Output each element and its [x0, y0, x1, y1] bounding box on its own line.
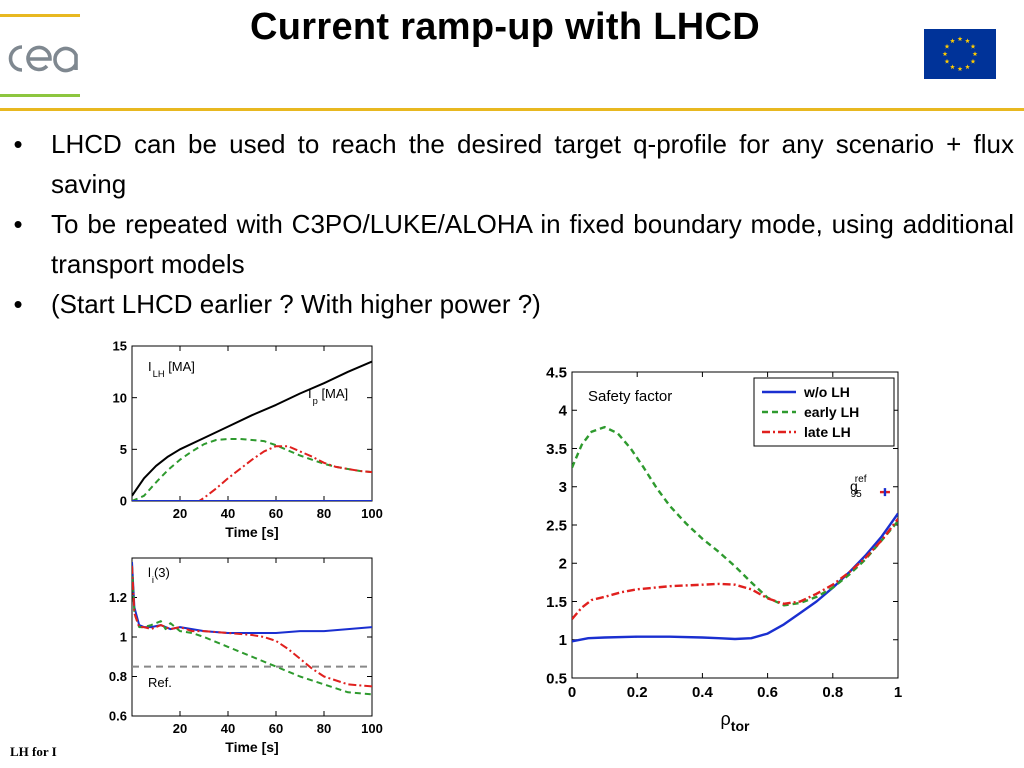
x-tick-label: 80 — [317, 721, 331, 736]
y-tick-label: 0.6 — [109, 709, 127, 724]
eu-star-icon — [965, 38, 970, 44]
annotation-q95ref-sup: ref — [855, 474, 867, 485]
eu-star-icon — [970, 58, 976, 64]
x-tick-label: 60 — [269, 506, 283, 521]
eu-star-icon — [972, 51, 978, 57]
safety-factor-chart: 0 0.2 0.4 0.6 0.8 1 0.5 1 1.5 2 2.5 3 3.5 4 4.5 Safety … — [546, 364, 902, 734]
y-tick-label: 15 — [113, 340, 127, 354]
title-divider — [0, 108, 1024, 111]
x-tick-label: 0.8 — [822, 684, 843, 701]
annotation-ip: Ip [MA] — [308, 386, 348, 406]
series-line-2 — [132, 445, 372, 501]
x-tick-label: 0.6 — [757, 684, 778, 701]
series-line-w-o-lh — [572, 512, 898, 643]
x-tick-label: 100 — [361, 506, 383, 521]
y-tick-label: 1.2 — [109, 590, 127, 605]
legend-label: late LH — [804, 424, 851, 440]
internal-inductance-chart: 20 40 60 80 100 0.6 0.8 1 1.2 li(3) Ref. Time [s] — [109, 557, 383, 755]
legend-label: w/o LH — [803, 384, 850, 400]
eu-star-icon — [965, 64, 970, 70]
x-tick-label: 0.2 — [627, 684, 648, 701]
y-tick-label: 0.5 — [546, 670, 567, 687]
annotation-ref-main: Ref. — [148, 675, 172, 690]
x-axis-label: ρtor — [721, 709, 750, 734]
plot-frame — [131, 557, 373, 717]
series-line-late-lh — [572, 518, 898, 620]
y-tick-label: 4.5 — [546, 364, 567, 381]
annotation-q95ref: qref 95 — [850, 474, 867, 500]
x-tick-label: 20 — [173, 721, 187, 736]
annotation-q95ref-sub: 95 — [851, 489, 863, 500]
annotation-ilh-main: I — [148, 359, 152, 374]
x-tick-label: 0 — [568, 684, 576, 701]
x-tick-label: 60 — [269, 721, 283, 736]
x-tick-label: 1 — [894, 684, 902, 701]
y-tick-label: 3.5 — [546, 441, 567, 458]
y-tick-label: 1.5 — [546, 594, 567, 611]
y-tick-label: 0 — [120, 494, 127, 509]
annotation-ip-main: I — [308, 386, 312, 401]
annotation-ilh: ILH [MA] — [148, 359, 195, 379]
x-axis-label-main: ρ — [721, 709, 731, 729]
y-tick-label: 1 — [120, 630, 127, 645]
bullet-item: • To be repeated with C3PO/LUKE/ALOHA in … — [13, 209, 1014, 279]
cea-logo — [0, 14, 80, 97]
y-tick-label: 5 — [120, 442, 127, 457]
annotation-ilh-sub: LH — [153, 369, 165, 379]
series-line-early-lh — [572, 425, 898, 607]
chart-title: Safety factor — [588, 388, 672, 405]
bullet-list: • LHCD can be used to reach the desired t… — [8, 124, 1014, 324]
eu-star-icon — [950, 64, 955, 70]
y-tick-label: 2 — [559, 556, 567, 573]
annotation-li3: li(3) — [148, 565, 170, 585]
eu-star-icon — [942, 51, 948, 57]
y-tick-label: 10 — [113, 390, 127, 405]
x-axis-label-sub: tor — [731, 718, 750, 734]
annotation-ilh-tail: [MA] — [165, 359, 195, 374]
annotation-ip-tail: [MA] — [318, 386, 348, 401]
annotation-li3-tail: (3) — [154, 565, 170, 580]
annotation-li3-main: l — [148, 565, 151, 580]
x-tick-label: 80 — [317, 506, 331, 521]
x-axis-label: Time [s] — [225, 524, 278, 540]
legend-label: early LH — [804, 404, 859, 420]
annotation-ref: Ref. — [148, 675, 172, 690]
series-line-1 — [132, 565, 372, 696]
eu-star-icon — [950, 38, 955, 44]
slide-title: Current ramp-up with LHCD — [250, 6, 760, 48]
plot-frame — [131, 345, 373, 502]
eu-star-icon — [957, 66, 963, 72]
x-tick-label: 100 — [361, 721, 383, 736]
eu-star-icon — [944, 43, 950, 49]
x-tick-label: 0.4 — [692, 684, 714, 701]
series-line-2 — [132, 565, 372, 688]
eu-flag-icon — [924, 29, 996, 79]
bullet-item: • LHCD can be used to reach the desired t… — [13, 129, 1014, 199]
x-tick-label: 20 — [173, 506, 187, 521]
annotation-li3-sub: i — [152, 575, 154, 585]
eu-star-icon — [944, 58, 950, 64]
x-axis-label: Time [s] — [225, 739, 278, 755]
eu-star-icon — [970, 43, 976, 49]
annotation-ip-sub: p — [313, 396, 318, 406]
y-tick-label: 1 — [559, 632, 567, 649]
eu-star-icon — [957, 36, 963, 42]
bullet-item: • (Start LHCD earlier ? With higher power… — [13, 289, 541, 319]
annotation-q95ref-main: q — [850, 478, 858, 494]
x-tick-label: 40 — [221, 506, 235, 521]
y-tick-label: 3 — [559, 479, 567, 496]
y-tick-label: 2.5 — [546, 517, 567, 534]
series-line-1 — [132, 438, 372, 501]
footer-text: LH for I — [10, 744, 57, 759]
series-line-0 — [132, 360, 372, 497]
y-tick-label: 0.8 — [109, 669, 127, 684]
x-tick-label: 40 — [221, 721, 235, 736]
y-tick-label: 4 — [559, 403, 568, 420]
